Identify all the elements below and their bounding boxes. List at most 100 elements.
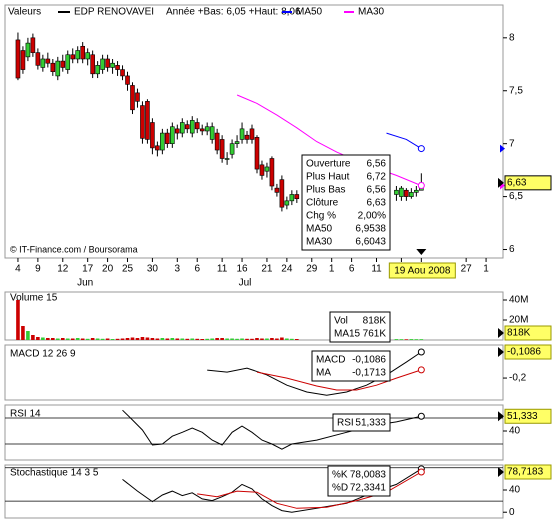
x-tick-label: 25 [122,264,134,275]
volume-bar [150,338,155,340]
date-label: 19 Aou 2008 [394,266,451,277]
candle-body [214,132,220,151]
value-box [504,344,552,360]
candle-body [204,126,210,132]
volume-bar [265,338,269,340]
candle-body [394,189,399,195]
volume-bar [409,339,414,340]
tooltip-value: 6,56 [367,185,387,196]
tooltip-value: -0,1086 [352,355,386,366]
volume-bar [220,338,224,340]
candle-body [30,37,36,53]
candle-body [90,54,95,75]
volume-bar [205,338,209,340]
volume-bar [250,338,254,340]
axis-marker [500,144,505,153]
x-tick-label: 17 [82,264,94,275]
tooltip-label: Plus Bas [306,185,345,196]
volume-bar [180,338,185,340]
volume-bar [65,338,70,340]
volume-bar [270,338,274,340]
tooltip-label: Plus Haut [306,172,350,183]
candle-body [20,50,26,70]
x-tick-label: 1 [329,264,335,275]
tooltip [311,350,391,382]
y-tick-label: -0,2 [509,373,527,384]
end-marker [417,412,425,420]
month-label: Jul [239,278,252,289]
value-box [504,464,552,480]
candle-body [289,194,295,202]
candle-body [244,134,250,140]
plot-area [15,32,425,212]
x-tick-label: 29 [306,264,318,275]
candle-body [120,69,125,77]
plot-area [5,465,503,513]
value-box-label: 78,7183 [507,467,544,478]
volume-bar [260,338,264,340]
volume-bar [21,326,25,340]
candle-body [414,189,419,193]
tooltip-label: %D [332,483,348,494]
volume-bar [275,338,279,340]
x-tick-label: 12 [57,264,69,275]
plot-area [5,409,503,450]
volume-bar [110,339,115,340]
volume-bar [130,337,135,340]
tooltip-value: 761K [363,329,387,340]
volume-bar [170,338,175,340]
volume-bar [16,300,20,340]
tooltip-value: 6,56 [367,159,387,170]
candle-body [160,132,165,151]
volume-bar [51,338,55,340]
x-tick-label: 30 [147,264,159,275]
candle-body [140,105,145,139]
volume-bar [135,338,140,340]
y-tick-label: 40 [509,426,521,437]
candle-body [45,58,51,64]
volume-bar [290,338,294,340]
tooltip-value: 6,63 [367,198,387,209]
candle-body [179,122,185,134]
volume-bar [46,338,50,340]
credit: © IT-Finance.com / Boursorama [10,244,138,254]
legend-label: MA50 [296,7,323,18]
candle-body [399,187,404,197]
volume-bar [41,337,45,340]
tooltip-value: 6,72 [367,172,387,183]
volume-panel [4,291,504,341]
tooltip-value: 6,9538 [355,224,386,235]
y-tick-label: 20M [509,315,528,326]
x-tick-label: 11 [371,264,382,275]
candle-body [409,192,414,197]
y-tick-label: 40 [509,485,521,496]
volume-bar [115,338,120,340]
panel-title: Volume 15 [10,293,58,304]
tooltip-label: MA15 [334,329,361,340]
volume-bar [394,339,399,340]
volume-bar [295,339,299,340]
candle-body [189,120,195,134]
volume-bar [140,337,145,340]
tooltip-label: Ouverture [306,159,351,170]
volume-bar [210,338,214,340]
tooltip-label: Vol [334,316,348,327]
panel-title: MACD 12 26 9 [10,349,76,360]
tooltip [329,311,391,343]
candle-body [264,166,270,172]
value-box-label: -0,1086 [507,347,541,358]
tooltip-label: MACD [316,355,345,366]
tooltip-label: MA30 [306,237,333,248]
candle-body [234,141,240,144]
volume-bar [175,338,180,340]
pointer [498,177,504,188]
volume-bar [26,331,30,340]
x-tick-label: 11 [217,264,228,275]
volume-bar [230,338,234,340]
x-tick-label: 4 [15,264,21,275]
legend-label: MA30 [358,7,385,18]
y-tick-label: 0 [509,507,515,518]
tooltip-label: RSI [337,418,354,429]
x-tick-label: 24 [281,264,293,275]
x-tick-label: 20 [102,264,114,275]
